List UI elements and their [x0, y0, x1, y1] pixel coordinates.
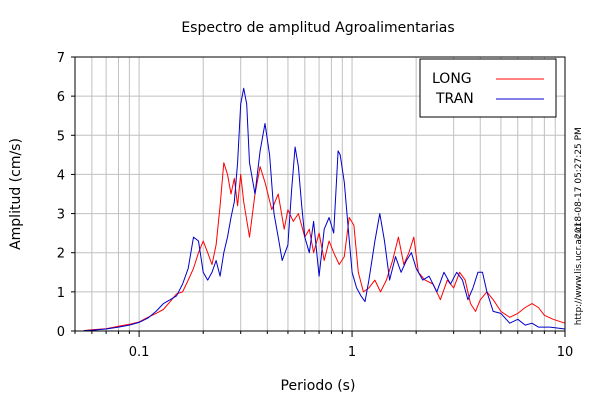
y-tick-label: 6: [57, 90, 65, 105]
legend-label-tran: TRAN: [435, 91, 474, 107]
y-tick-label: 2: [57, 247, 65, 262]
legend-box: [419, 58, 557, 118]
x-tick-label: 1: [348, 345, 356, 360]
timestamp-text: 2018-08-17 05:27:25 PM: [574, 127, 584, 239]
y-tick-label: 7: [57, 51, 65, 66]
axis-ticks: 0 1 2 3 4 5 6 7 0.1 1 10: [57, 51, 574, 360]
chart-title: Espectro de amplitud Agroalimentarias: [181, 20, 454, 36]
series-line-tran: [83, 87, 566, 332]
plot-frame: [74, 56, 566, 332]
source-url-text: http://www.lis.ucr.ac.cr: [574, 222, 584, 325]
y-tick-label: 4: [57, 168, 65, 183]
y-tick-label: 5: [57, 129, 65, 144]
x-axis-label: Periodo (s): [281, 378, 356, 394]
series-line-long: [83, 162, 566, 332]
legend: LONG TRAN: [419, 58, 557, 118]
y-axis-label: Amplitud (cm/s): [8, 138, 24, 250]
y-tick-label: 3: [57, 208, 65, 223]
series-lines: [83, 87, 566, 332]
y-tick-label: 1: [57, 286, 65, 301]
x-tick-label: 10: [557, 345, 574, 360]
y-tick-label: 0: [57, 325, 65, 340]
x-tick-label: 0.1: [129, 345, 150, 360]
legend-label-long: LONG: [432, 71, 472, 87]
